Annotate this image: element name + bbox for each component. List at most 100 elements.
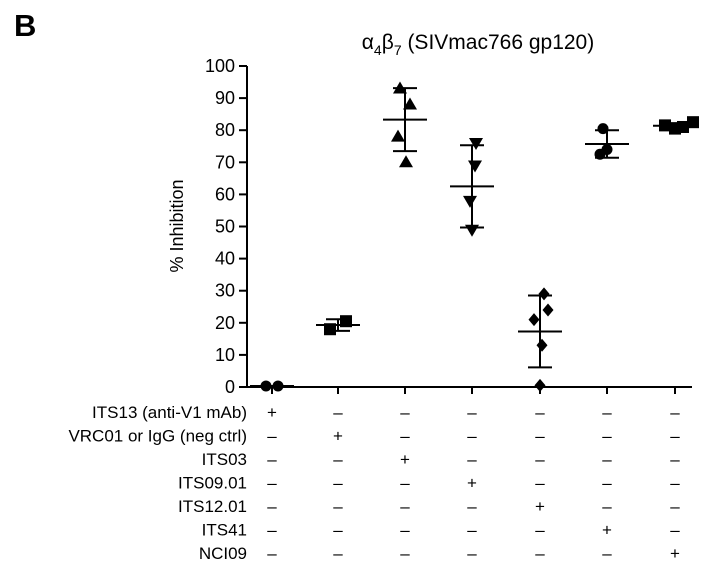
condition-2-mark-2: + (333, 427, 343, 446)
y-tick-label-90: 90 (215, 88, 235, 108)
condition-6-mark-1: – (267, 521, 277, 540)
group-3-point-4 (399, 155, 413, 168)
condition-6-mark-4: – (467, 521, 477, 540)
title-beta: β (382, 31, 394, 54)
group-7 (653, 116, 699, 135)
condition-1-mark-2: – (333, 403, 343, 422)
condition-1-mark-6: – (602, 403, 612, 422)
condition-5-mark-4: – (467, 497, 477, 516)
title-alpha: α (362, 31, 374, 54)
y-tick-label-30: 30 (215, 281, 235, 301)
y-tick-label-10: 10 (215, 345, 235, 365)
condition-2-mark-1: – (267, 427, 277, 446)
condition-4-mark-1: – (267, 474, 277, 493)
condition-4-mark-5: – (535, 474, 545, 493)
group-5 (518, 287, 562, 392)
group-5-point-1 (538, 287, 550, 301)
condition-6-mark-5: – (535, 521, 545, 540)
condition-2-mark-6: – (602, 427, 612, 446)
condition-label-2: VRC01 or IgG (neg ctrl) (68, 427, 247, 446)
y-axis-label: % Inhibition (167, 179, 187, 272)
condition-1-mark-1: + (267, 403, 277, 422)
y-tick-label-0: 0 (225, 377, 235, 397)
condition-label-3: ITS03 (202, 450, 247, 469)
condition-4-mark-7: – (670, 474, 680, 493)
condition-5-mark-3: – (400, 497, 410, 516)
y-tick-label-40: 40 (215, 249, 235, 269)
group-5-point-4 (536, 338, 548, 352)
condition-7-mark-4: – (467, 544, 477, 563)
condition-4-mark-2: – (333, 474, 343, 493)
title-sub-4: 4 (374, 42, 382, 58)
condition-1-mark-7: – (670, 403, 680, 422)
condition-7-mark-5: – (535, 544, 545, 563)
group-2 (316, 315, 360, 336)
y-tick-label-20: 20 (215, 313, 235, 333)
group-5-point-3 (528, 313, 540, 327)
chart-title: α4β7 (SIVmac766 gp120) (362, 31, 594, 58)
y-tick-label-100: 100 (205, 56, 235, 76)
condition-7-mark-2: – (333, 544, 343, 563)
condition-6-mark-3: – (400, 521, 410, 540)
condition-3-mark-7: – (670, 450, 680, 469)
condition-6-mark-7: – (670, 521, 680, 540)
condition-7-mark-3: – (400, 544, 410, 563)
group-3-point-2 (403, 97, 417, 110)
condition-2-mark-3: – (400, 427, 410, 446)
condition-5-mark-5: + (535, 497, 545, 516)
condition-2-mark-4: – (467, 427, 477, 446)
group-4-point-3 (463, 195, 477, 208)
condition-5-mark-7: – (670, 497, 680, 516)
group-4-point-1 (469, 138, 483, 151)
condition-table: ITS13 (anti-V1 mAb) + – – – – – – VRC01 or IgG (… (68, 403, 680, 563)
condition-label-1: ITS13 (anti-V1 mAb) (92, 403, 247, 422)
group-1 (250, 380, 294, 392)
group-6 (585, 123, 629, 160)
condition-4-mark-4: + (467, 474, 477, 493)
condition-3-mark-3: + (400, 450, 410, 469)
y-tick-label-60: 60 (215, 184, 235, 204)
y-tick-label-80: 80 (215, 120, 235, 140)
condition-2-mark-7: – (670, 427, 680, 446)
group-6-point-1 (597, 123, 609, 135)
condition-5-mark-6: – (602, 497, 612, 516)
condition-label-5: ITS12.01 (178, 497, 247, 516)
condition-7-mark-1: – (267, 544, 277, 563)
y-tick-label-70: 70 (215, 152, 235, 172)
panel-label: B (14, 8, 37, 43)
condition-6-mark-2: – (333, 521, 343, 540)
condition-1-mark-3: – (400, 403, 410, 422)
group-7-point-3 (677, 120, 689, 133)
group-2-point-1 (324, 323, 336, 336)
title-sub-7: 7 (394, 42, 402, 58)
condition-5-mark-2: – (333, 497, 343, 516)
condition-1-mark-5: – (535, 403, 545, 422)
condition-7-mark-6: – (602, 544, 612, 563)
condition-4-mark-3: – (400, 474, 410, 493)
condition-label-7: NCI09 (199, 544, 247, 563)
condition-3-mark-1: – (267, 450, 277, 469)
group-4-point-2 (468, 160, 482, 173)
y-tick-label-50: 50 (215, 217, 235, 237)
condition-3-mark-5: – (535, 450, 545, 469)
title-rest: (SIVmac766 gp120) (402, 31, 595, 54)
group-5-point-5 (534, 378, 546, 392)
condition-1-mark-4: – (467, 403, 477, 422)
condition-5-mark-1: – (267, 497, 277, 516)
group-5-point-2 (542, 303, 554, 317)
condition-3-mark-6: – (602, 450, 612, 469)
group-3-point-3 (391, 129, 405, 142)
data-groups (250, 81, 699, 392)
condition-6-mark-6: + (602, 521, 612, 540)
condition-label-4: ITS09.01 (178, 474, 247, 493)
group-4 (450, 138, 494, 237)
condition-7-mark-7: + (670, 544, 680, 563)
y-axis-ticks: 0 10 20 30 40 50 60 70 80 90 100 (205, 56, 247, 397)
condition-4-mark-6: – (602, 474, 612, 493)
condition-3-mark-4: – (467, 450, 477, 469)
condition-2-mark-5: – (535, 427, 545, 446)
condition-label-6: ITS41 (202, 521, 247, 540)
group-3 (383, 81, 427, 168)
condition-3-mark-2: – (333, 450, 343, 469)
